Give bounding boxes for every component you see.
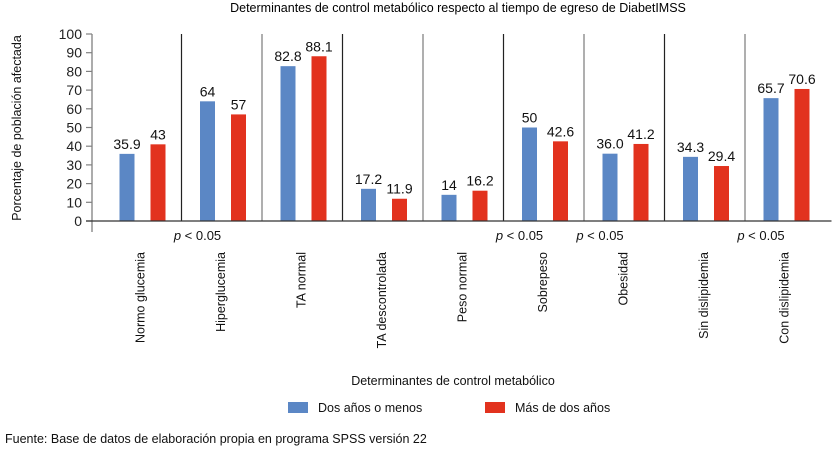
source-note: Fuente: Base de datos de elaboración pro… [5,432,427,446]
p-symbol: p [575,228,583,243]
y-axis: 0 10 20 30 40 50 60 70 80 90 100 [59,26,93,232]
bar-value-label: 82.8 [274,48,301,64]
category-label: Hiperglucemia [214,252,228,332]
category-label: Peso normal [455,252,469,322]
legend-label: Dos años o menos [318,401,422,415]
p-symbol: p [736,228,744,243]
bar-value-label: 64 [200,83,216,99]
y-tick-label: 60 [66,101,82,117]
category-label: Con dislipidemia [777,252,791,344]
legend-swatch [485,402,505,413]
y-tick-label: 10 [66,194,82,210]
category-label: Normo glucemia [133,252,147,343]
bar-dos-anos-o-menos [280,66,296,221]
bar-value-label: 17.2 [355,171,382,187]
bar-mas-de-dos-anos [794,88,810,221]
bar-value-label: 41.2 [627,126,654,142]
bar-dos-anos-o-menos [361,188,376,221]
category-label: Sobrepeso [536,252,550,313]
x-axis-label: Determinantes de control metabólico [351,374,555,388]
p-symbol: p [495,228,503,243]
y-tick-label: 0 [74,213,82,229]
bar-value-label: 57 [231,96,247,112]
value-labels: 35.9 64 82.8 17.2 14 50 36.0 34.3 65.7 43 57 88.1 11… [113,38,815,196]
bar-value-label: 16.2 [466,173,493,189]
group-separators [180,34,746,221]
bar-value-label: 14 [441,177,457,193]
bar-mas-de-dos-anos [231,114,246,221]
y-tick-label: 30 [66,157,82,173]
legend-label: Más de dos años [515,401,610,415]
chart-title: Determinantes de control metabólico resp… [230,1,686,15]
bar-value-label: 88.1 [305,38,332,54]
bar-mas-de-dos-anos [714,166,729,221]
y-tick-label: 40 [66,138,82,154]
bar-value-label: 42.6 [547,123,574,139]
bar-dos-anos-o-menos [763,98,779,221]
legend: Dos años o menos Más de dos años [288,401,610,415]
y-tick-label: 100 [59,26,83,42]
bar-mas-de-dos-anos [633,143,649,221]
p-symbol: p [173,228,181,243]
y-tick-label: 70 [66,82,82,98]
p-value-annotation: p < 0.05 [736,228,784,243]
bar-mas-de-dos-anos [392,198,407,221]
bar-dos-anos-o-menos [441,194,457,221]
bar-value-label: 29.4 [708,148,735,164]
bar-value-label: 36.0 [596,136,623,152]
bar-value-label: 70.6 [788,71,815,87]
y-tick-label: 20 [66,176,82,192]
bar-dos-anos-o-menos [522,127,537,221]
category-label: TA descontrolada [375,252,389,348]
bar-value-label: 43 [150,126,166,142]
category-label: TA normal [294,252,308,308]
p-threshold: < 0.05 [181,228,221,243]
category-labels: Normo glucemia Hiperglucemia TA normal TA d… [133,252,791,348]
y-tick-label: 80 [66,63,82,79]
y-tick-label: 90 [66,45,82,61]
p-value-annotation: p < 0.05 [575,228,623,243]
p-threshold: < 0.05 [503,228,543,243]
bar-value-label: 34.3 [677,139,704,155]
p-threshold: < 0.05 [745,228,785,243]
p-value-annotation: p < 0.05 [495,228,543,243]
bar-value-label: 35.9 [113,136,140,152]
bar-mas-de-dos-anos [472,190,488,221]
category-label: Obesidad [616,252,630,306]
bar-mas-de-dos-anos [311,56,327,222]
bar-mas-de-dos-anos [553,141,568,221]
bar-mas-de-dos-anos [150,144,166,221]
bar-dos-anos-o-menos [683,156,698,221]
bar-dos-anos-o-menos [602,153,618,221]
p-value-annotation: p < 0.05 [173,228,221,243]
category-label: Sin dislipidemia [697,252,711,339]
y-tick-label: 50 [66,120,82,136]
bar-value-label: 11.9 [386,181,412,197]
bar-value-label: 65.7 [757,80,784,96]
p-threshold: < 0.05 [584,228,624,243]
p-value-annotations: p < 0.05 p < 0.05 p < 0.05 p < 0.05 [173,228,785,243]
legend-swatch [288,402,308,413]
bar-dos-anos-o-menos [200,101,215,221]
bars [119,56,810,222]
bar-value-label: 50 [522,110,538,126]
bar-dos-anos-o-menos [119,153,135,221]
y-axis-label: Porcentaje de población afectada [10,35,24,221]
